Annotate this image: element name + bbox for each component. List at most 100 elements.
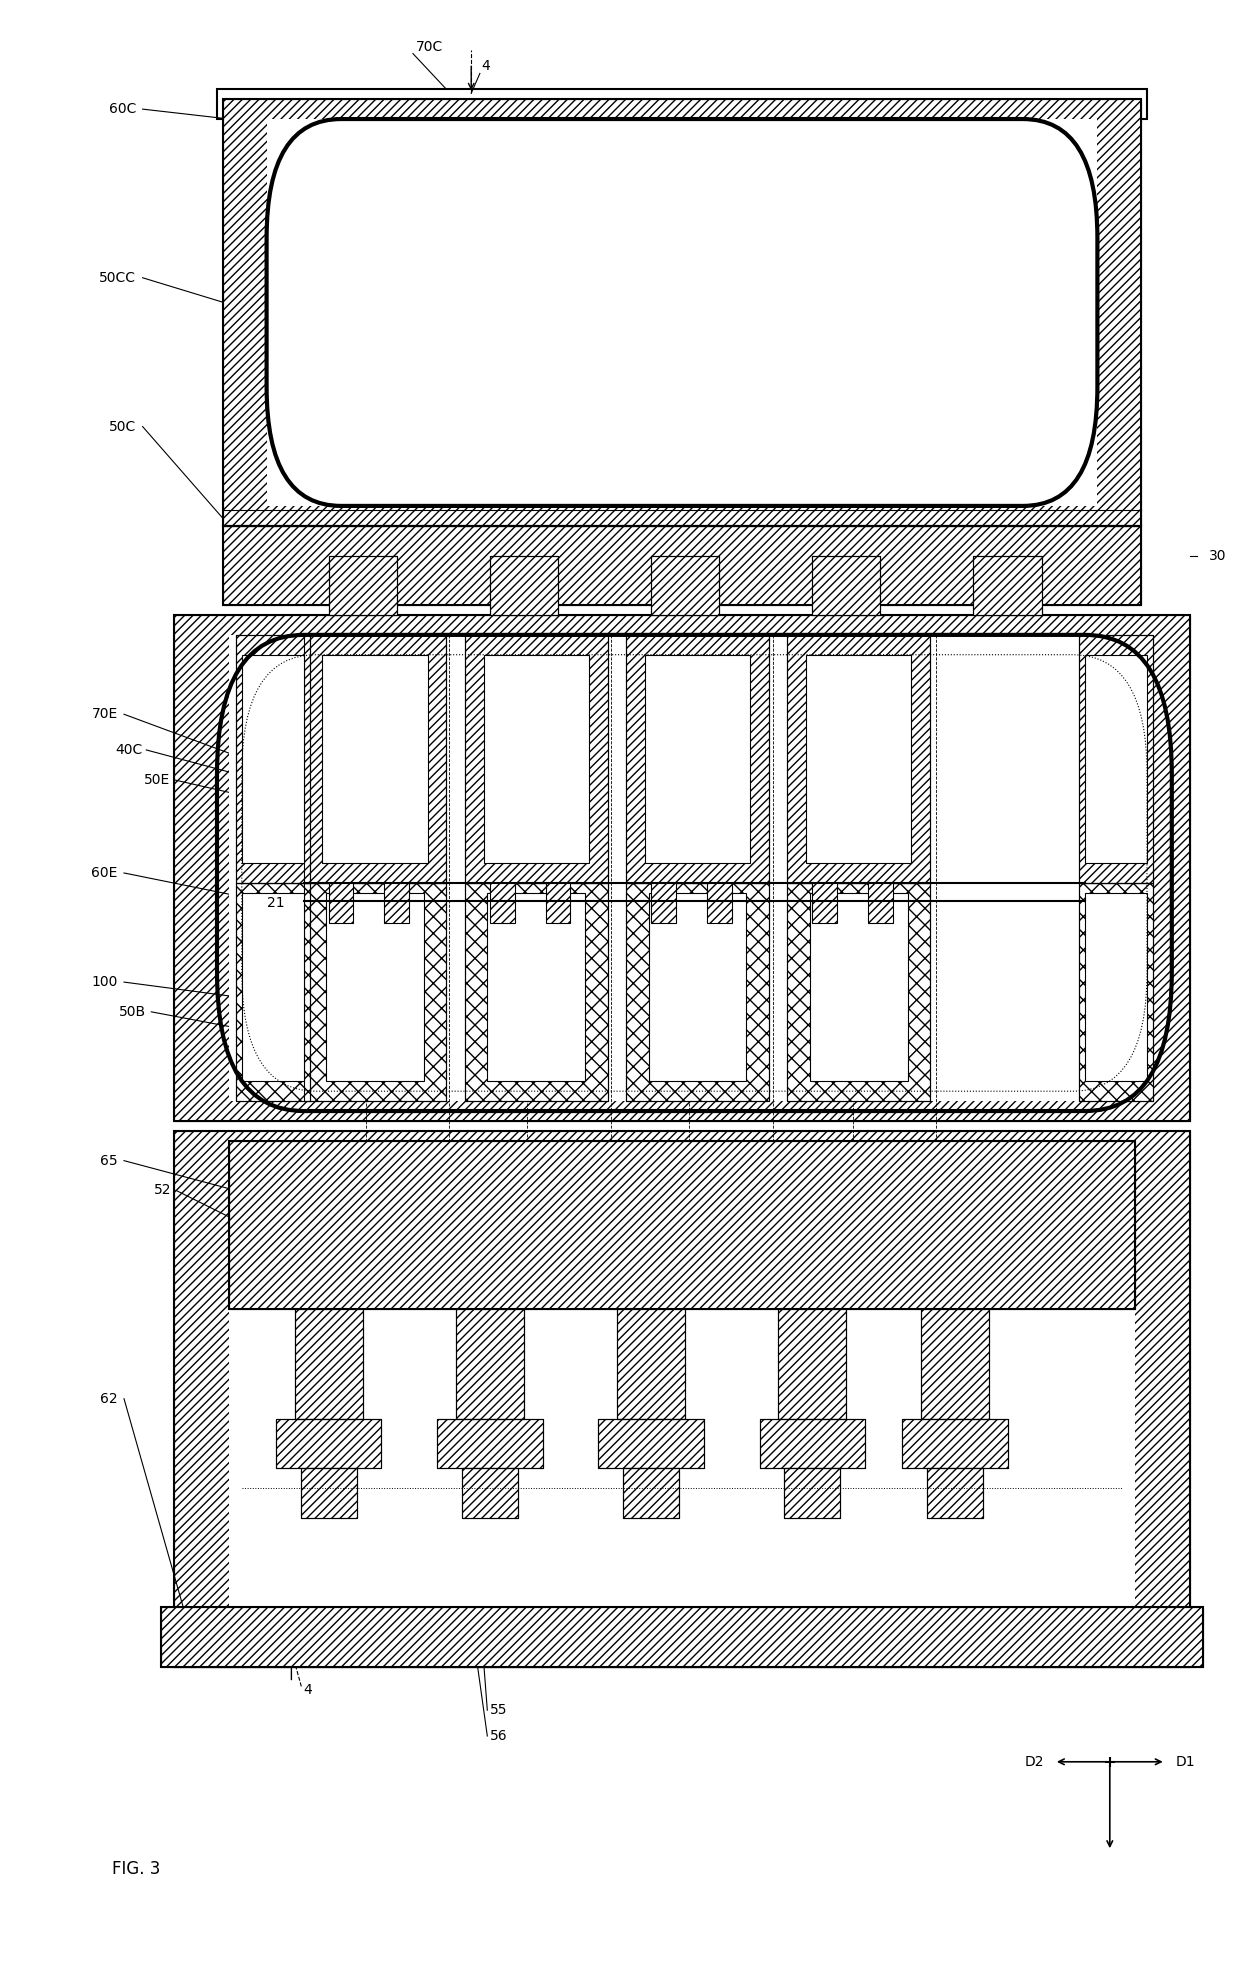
Text: D2: D2 [1024, 1754, 1044, 1770]
Bar [329, 883, 353, 923]
Bar [618, 1309, 684, 1419]
Bar [626, 883, 769, 1101]
Text: 60C: 60C [109, 101, 136, 117]
Bar [812, 556, 880, 615]
Bar [304, 635, 446, 883]
Bar [779, 1309, 847, 1419]
Bar [806, 655, 911, 863]
Bar [465, 883, 608, 1101]
Bar [174, 615, 1190, 1121]
Bar [785, 1468, 841, 1518]
Text: FIG. 3: FIG. 3 [112, 1859, 160, 1879]
Bar [277, 1419, 381, 1468]
Bar [456, 1309, 523, 1419]
Text: 56: 56 [490, 1728, 507, 1744]
Bar [322, 655, 428, 863]
Bar [928, 1468, 983, 1518]
Bar [236, 883, 310, 1101]
Bar [645, 655, 750, 863]
Bar [787, 883, 930, 1101]
Bar [651, 556, 719, 615]
Bar [304, 883, 446, 1101]
Bar [301, 1468, 357, 1518]
Bar [304, 883, 446, 1101]
Bar [229, 1141, 1135, 1309]
Bar [707, 883, 732, 923]
Bar [229, 1141, 1135, 1309]
Bar [928, 1468, 983, 1518]
Bar [598, 1419, 703, 1468]
Bar [920, 1309, 990, 1419]
Bar [490, 556, 558, 615]
Bar [484, 655, 589, 863]
Bar [1079, 635, 1153, 883]
Text: 65: 65 [100, 1153, 118, 1169]
Bar [1085, 655, 1147, 863]
Bar [161, 1607, 1203, 1667]
Bar [304, 635, 446, 883]
Text: 4: 4 [304, 1682, 312, 1698]
Bar [651, 556, 719, 615]
Text: 70C: 70C [415, 40, 443, 54]
Bar [626, 635, 769, 883]
Bar [461, 1468, 517, 1518]
Bar [329, 556, 397, 615]
Bar [236, 883, 310, 1101]
Bar [618, 1309, 684, 1419]
Bar [229, 1309, 1135, 1657]
Bar [229, 635, 1135, 1101]
Bar [436, 1419, 543, 1468]
Bar [812, 883, 837, 923]
Text: 50CC: 50CC [99, 270, 136, 286]
Bar [626, 635, 769, 883]
Bar [301, 1468, 357, 1518]
Bar [267, 119, 1097, 506]
Bar [295, 1309, 363, 1419]
Bar [903, 1419, 1007, 1468]
Bar [787, 635, 930, 883]
Bar [546, 883, 570, 923]
Bar [242, 655, 304, 863]
Bar [868, 883, 893, 923]
Bar [490, 556, 558, 615]
Bar [812, 556, 880, 615]
Text: 55: 55 [490, 1702, 507, 1718]
Text: 50E: 50E [144, 772, 170, 788]
Bar [622, 1468, 680, 1518]
Bar [326, 893, 424, 1081]
Bar [1079, 883, 1153, 1101]
Bar [622, 1468, 680, 1518]
Bar [1079, 883, 1153, 1101]
Bar [236, 635, 310, 883]
Text: D1: D1 [1176, 1754, 1195, 1770]
Bar [465, 635, 608, 883]
Bar [759, 1419, 866, 1468]
Bar [903, 1419, 1007, 1468]
Bar [759, 1419, 866, 1468]
Text: 4: 4 [481, 60, 490, 73]
Bar [456, 1309, 523, 1419]
Bar [465, 883, 608, 1101]
Bar [465, 635, 608, 883]
Bar [236, 635, 310, 883]
Text: 60E: 60E [92, 865, 118, 881]
Bar [649, 893, 746, 1081]
Bar [223, 99, 1141, 526]
Text: 52: 52 [154, 1182, 171, 1198]
Bar [223, 526, 1141, 605]
Bar [787, 883, 930, 1101]
Text: 21: 21 [267, 895, 284, 911]
Text: 100: 100 [92, 974, 118, 990]
Bar [810, 893, 908, 1081]
Bar [490, 883, 515, 923]
Text: 50B: 50B [119, 1004, 146, 1020]
Bar [223, 99, 1141, 526]
Bar [161, 1607, 1203, 1667]
Text: 30: 30 [1209, 548, 1226, 563]
Bar [277, 1419, 381, 1468]
Bar [1085, 893, 1147, 1081]
Bar [785, 1468, 841, 1518]
Bar [626, 883, 769, 1101]
Bar [461, 1468, 517, 1518]
Bar [973, 556, 1042, 615]
